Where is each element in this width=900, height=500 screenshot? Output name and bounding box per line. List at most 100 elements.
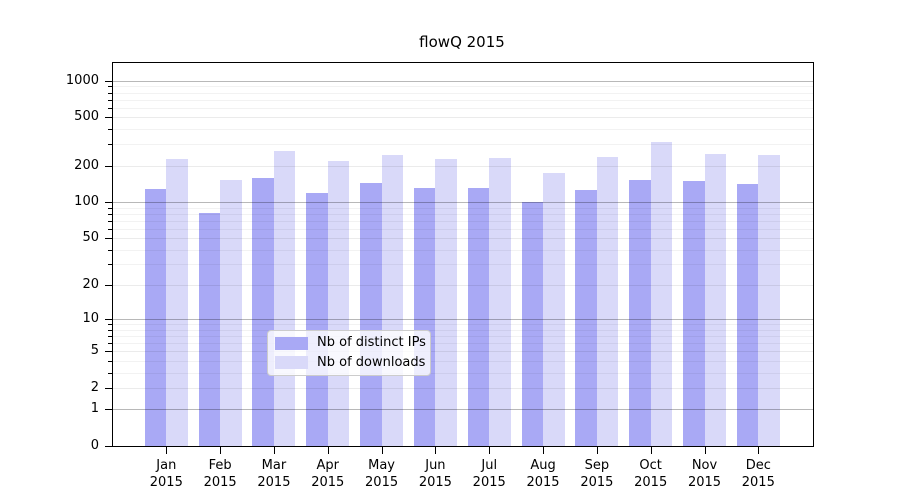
y-minor-tick-900 bbox=[108, 86, 112, 88]
y-tick-20 bbox=[105, 285, 112, 287]
gridline-y-200 bbox=[113, 165, 813, 167]
x-tick-mar-2015 bbox=[273, 447, 275, 454]
bar-may-2015-nb-of-distinct-ips bbox=[360, 182, 382, 446]
bar-jan-2015-nb-of-downloads bbox=[166, 158, 188, 446]
y-tick-label-500: 500 bbox=[74, 109, 99, 125]
bar-jul-2015-nb-of-downloads bbox=[489, 158, 511, 446]
y-minor-tick-90 bbox=[108, 207, 112, 209]
gridline-y-800 bbox=[113, 92, 813, 94]
gridline-y-10 bbox=[113, 319, 813, 321]
x-tick-label-mar-2015: Mar 2015 bbox=[257, 458, 291, 490]
y-tick-label-0: 0 bbox=[90, 438, 99, 453]
y-tick-label-1: 1 bbox=[90, 401, 99, 417]
x-tick-nov-2015 bbox=[704, 447, 706, 454]
x-tick-label-sep-2015: Sep 2015 bbox=[580, 458, 614, 490]
bar-dec-2015-nb-of-distinct-ips bbox=[736, 184, 759, 446]
x-tick-oct-2015 bbox=[650, 447, 652, 454]
x-tick-jul-2015 bbox=[489, 447, 491, 454]
gridline-y-1 bbox=[113, 409, 813, 411]
x-tick-dec-2015 bbox=[758, 447, 760, 454]
x-tick-feb-2015 bbox=[220, 447, 222, 454]
y-minor-tick-40 bbox=[108, 249, 112, 251]
y-tick-label-10: 10 bbox=[82, 311, 99, 327]
x-tick-aug-2015 bbox=[543, 447, 545, 454]
x-tick-label-nov-2015: Nov 2015 bbox=[687, 458, 722, 490]
y-minor-tick-6 bbox=[108, 343, 112, 345]
y-minor-tick-800 bbox=[108, 92, 112, 94]
x-tick-jun-2015 bbox=[435, 447, 437, 454]
bar-dec-2015-nb-of-downloads bbox=[758, 154, 780, 446]
bar-apr-2015-nb-of-downloads bbox=[327, 160, 350, 446]
bar-jan-2015-nb-of-distinct-ips bbox=[144, 189, 167, 446]
bar-oct-2015-nb-of-distinct-ips bbox=[629, 180, 651, 446]
y-tick-0 bbox=[105, 446, 112, 447]
bar-apr-2015-nb-of-distinct-ips bbox=[306, 192, 328, 446]
x-tick-apr-2015 bbox=[327, 447, 329, 454]
chart-title: flowQ 2015 bbox=[419, 33, 505, 51]
y-minor-tick-9 bbox=[108, 324, 112, 326]
y-tick-50 bbox=[105, 238, 112, 240]
gridline-y-60 bbox=[113, 228, 813, 230]
bar-jun-2015-nb-of-distinct-ips bbox=[413, 187, 436, 446]
gridline-y-7 bbox=[113, 336, 813, 338]
y-minor-tick-60 bbox=[108, 228, 112, 230]
y-minor-tick-3 bbox=[108, 372, 112, 374]
bar-feb-2015-nb-of-distinct-ips bbox=[198, 213, 221, 446]
y-minor-tick-300 bbox=[108, 144, 112, 146]
y-tick-label-5: 5 bbox=[90, 343, 99, 359]
y-tick-label-100: 100 bbox=[74, 194, 99, 210]
bar-sep-2015-nb-of-downloads bbox=[596, 156, 619, 446]
y-tick-label-200: 200 bbox=[74, 157, 99, 173]
gridline-y-300 bbox=[113, 144, 813, 146]
y-minor-tick-7 bbox=[108, 336, 112, 338]
gridline-y-3 bbox=[113, 372, 813, 374]
x-tick-label-aug-2015: Aug 2015 bbox=[526, 458, 560, 490]
gridline-y-70 bbox=[113, 220, 813, 222]
legend-swatch-downloads bbox=[275, 356, 308, 370]
gridline-y-1000 bbox=[113, 80, 813, 82]
y-minor-tick-700 bbox=[108, 99, 112, 101]
gridline-y-8 bbox=[113, 329, 813, 331]
x-tick-jan-2015 bbox=[166, 447, 168, 454]
gridline-y-900 bbox=[113, 86, 813, 88]
y-tick-1000 bbox=[105, 80, 112, 82]
gridline-y-30 bbox=[113, 264, 813, 266]
legend-item-downloads: Nb of downloads bbox=[275, 355, 425, 372]
gridline-y-700 bbox=[113, 99, 813, 101]
gridline-y-80 bbox=[113, 213, 813, 215]
legend-label-distinct-ips: Nb of distinct IPs bbox=[317, 335, 426, 351]
x-tick-label-may-2015: May 2015 bbox=[365, 458, 399, 490]
gridline-y-9 bbox=[113, 324, 813, 326]
y-minor-tick-80 bbox=[108, 213, 112, 215]
bar-may-2015-nb-of-downloads bbox=[381, 154, 404, 446]
bar-feb-2015-nb-of-downloads bbox=[220, 180, 242, 446]
bar-mar-2015-nb-of-downloads bbox=[273, 150, 296, 446]
y-minor-tick-4 bbox=[108, 360, 112, 362]
bar-nov-2015-nb-of-distinct-ips bbox=[683, 181, 705, 446]
x-tick-label-jul-2015: Jul 2015 bbox=[472, 458, 506, 490]
y-minor-tick-30 bbox=[108, 264, 112, 266]
x-tick-label-jan-2015: Jan 2015 bbox=[149, 458, 183, 490]
gridline-y-40 bbox=[113, 249, 813, 251]
gridline-y-4 bbox=[113, 360, 813, 362]
gridline-y-5 bbox=[113, 351, 813, 353]
y-tick-2 bbox=[105, 387, 112, 389]
x-tick-label-dec-2015: Dec 2015 bbox=[741, 458, 775, 490]
y-tick-label-20: 20 bbox=[82, 277, 99, 293]
bar-sep-2015-nb-of-distinct-ips bbox=[575, 189, 597, 446]
x-tick-label-oct-2015: Oct 2015 bbox=[634, 458, 668, 490]
y-tick-label-50: 50 bbox=[82, 230, 99, 246]
gridline-y-50 bbox=[113, 238, 813, 240]
y-tick-500 bbox=[105, 117, 112, 119]
bar-jun-2015-nb-of-downloads bbox=[435, 159, 457, 446]
gridline-y-20 bbox=[113, 285, 813, 287]
bar-jul-2015-nb-of-distinct-ips bbox=[467, 187, 490, 446]
legend-swatch-distinct-ips bbox=[275, 336, 308, 350]
gridline-y-100 bbox=[113, 202, 813, 204]
y-tick-1 bbox=[105, 409, 112, 411]
x-tick-label-apr-2015: Apr 2015 bbox=[311, 458, 345, 490]
bar-aug-2015-nb-of-downloads bbox=[543, 172, 565, 446]
y-tick-10 bbox=[105, 319, 112, 321]
bar-mar-2015-nb-of-distinct-ips bbox=[252, 178, 274, 446]
bar-nov-2015-nb-of-downloads bbox=[704, 153, 726, 446]
